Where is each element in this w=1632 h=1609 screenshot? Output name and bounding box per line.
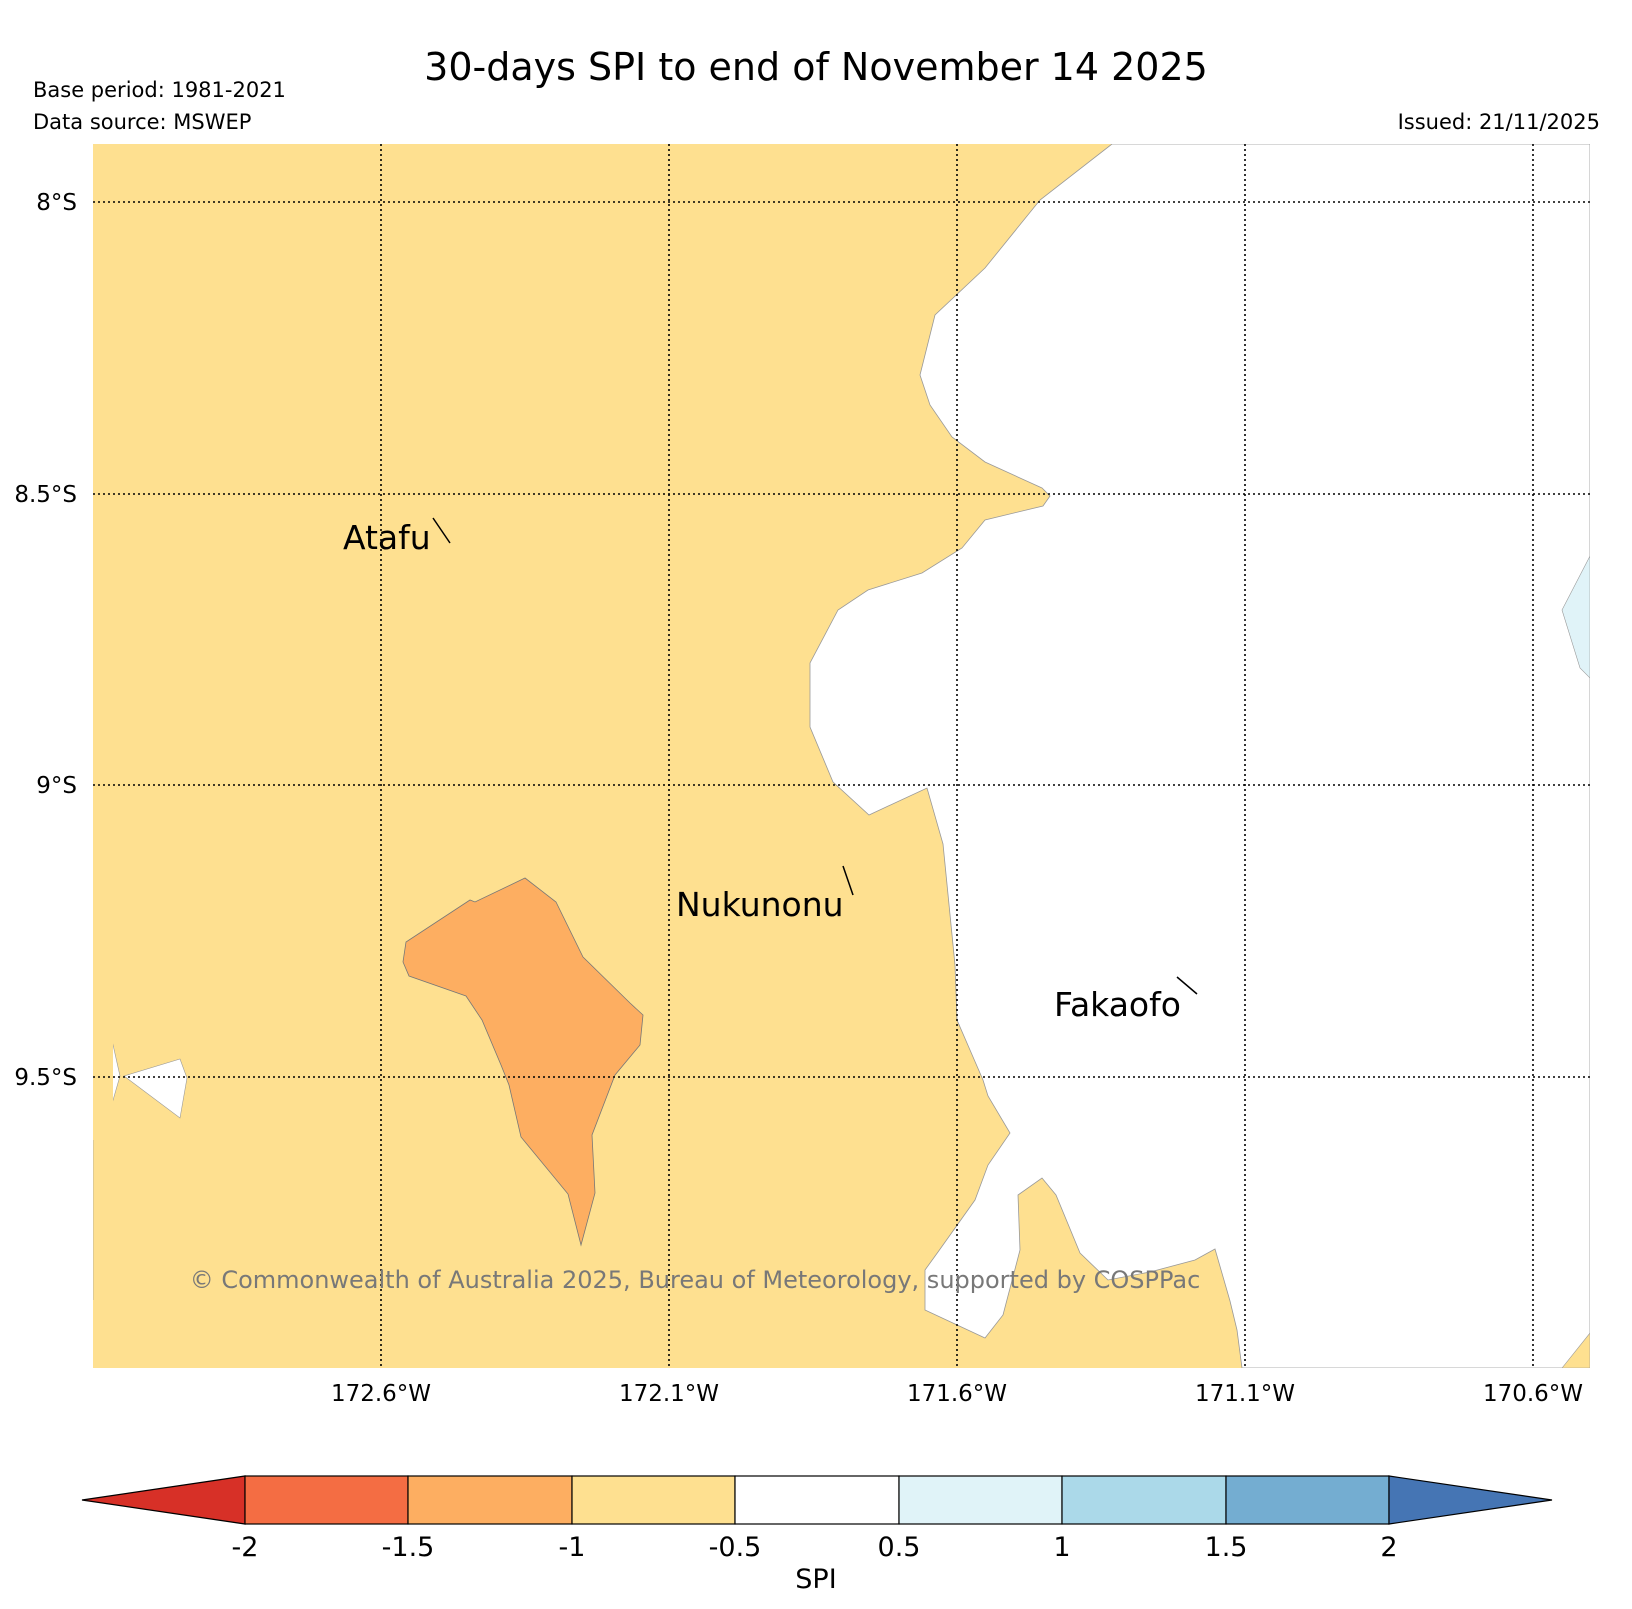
colorbar-extend-high xyxy=(1388,1475,1553,1525)
spi-region-slightly-wet xyxy=(1561,555,1590,679)
colorbar-segment xyxy=(244,1475,409,1525)
colorbar-segment xyxy=(1225,1475,1390,1525)
colorbar-segment xyxy=(407,1475,573,1525)
lat-label: 8.5°S xyxy=(14,482,77,508)
colorbar-tick-label: 2 xyxy=(1380,1532,1397,1563)
lon-label: 172.1°W xyxy=(619,1381,719,1407)
lat-label: 9°S xyxy=(36,773,77,799)
nukunonu-leader-line xyxy=(842,865,854,896)
lat-label: 8°S xyxy=(36,190,77,216)
spi-region-moderately-dry xyxy=(402,877,644,1247)
copyright-text: © Commonwealth of Australia 2025, Bureau… xyxy=(190,1266,1201,1294)
spi-region-near-normal-east xyxy=(809,144,1590,1368)
place-label-nukunonu: Nukunonu xyxy=(676,885,844,924)
base-period-text: Base period: 1981-2021 xyxy=(33,78,286,102)
spi-region-dry-southeast xyxy=(1561,1332,1590,1368)
latitude-labels: 8°S 8.5°S 9°S 9.5°S xyxy=(14,190,77,1091)
atafu-leader-line xyxy=(432,517,451,544)
spi-region-near-normal-west-inlet xyxy=(123,1058,188,1119)
colorbar-tick-label: 0.5 xyxy=(878,1532,921,1563)
colorbar-tick-label: -2 xyxy=(232,1532,259,1563)
lon-label: 172.6°W xyxy=(331,1381,431,1407)
lat-label: 9.5°S xyxy=(14,1065,77,1091)
colorbar: -2 -1.5 -1 -0.5 0.5 1 1.5 2 SPI xyxy=(81,1475,1553,1595)
lon-label: 171.1°W xyxy=(1195,1381,1295,1407)
colorbar-label: SPI xyxy=(795,1564,836,1595)
place-label-fakaofo: Fakaofo xyxy=(1054,985,1181,1024)
lon-label: 170.6°W xyxy=(1483,1381,1583,1407)
colorbar-tick-label: 1.5 xyxy=(1205,1532,1248,1563)
lon-label: 171.6°W xyxy=(907,1381,1007,1407)
graticule xyxy=(93,144,1590,1368)
page-title: 30-days SPI to end of November 14 2025 xyxy=(424,45,1208,89)
longitude-labels: 172.6°W 172.1°W 171.6°W 171.1°W 170.6°W xyxy=(331,1381,1583,1407)
colorbar-tick-label: 1 xyxy=(1053,1532,1070,1563)
data-source-text: Data source: MSWEP xyxy=(33,110,251,134)
colorbar-tick-label: -1 xyxy=(559,1532,586,1563)
place-label-atafu: Atafu xyxy=(343,518,431,557)
colorbar-segment xyxy=(734,1475,900,1525)
map-area: Atafu Nukunonu Fakaofo © Commonwealth of… xyxy=(93,144,1590,1368)
colorbar-segment xyxy=(571,1475,736,1525)
issued-date-text: Issued: 21/11/2025 xyxy=(1398,110,1600,134)
colorbar-tick-label: -1.5 xyxy=(382,1532,435,1563)
colorbar-extend-low xyxy=(81,1475,246,1525)
colorbar-segment xyxy=(1061,1475,1227,1525)
spi-region-dry-west-edge xyxy=(93,905,113,1140)
colorbar-tick-label: -0.5 xyxy=(709,1532,762,1563)
colorbar-segment xyxy=(898,1475,1063,1525)
fakaofo-leader-line xyxy=(1176,976,1198,995)
